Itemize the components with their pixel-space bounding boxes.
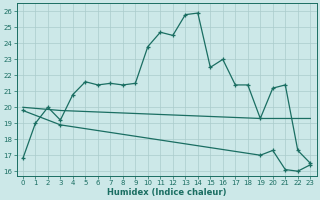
X-axis label: Humidex (Indice chaleur): Humidex (Indice chaleur) <box>107 188 226 197</box>
